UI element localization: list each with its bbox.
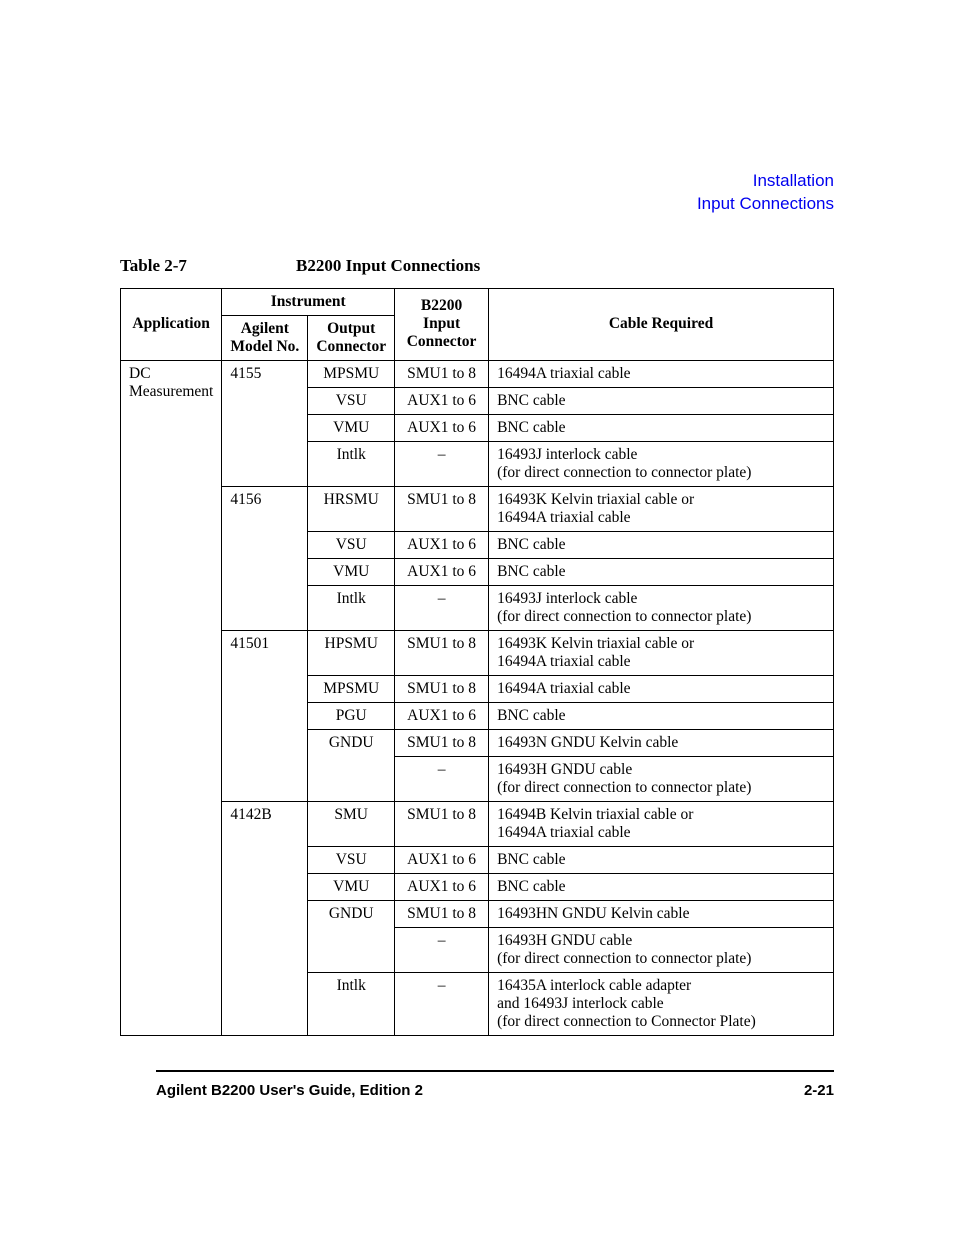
cell-application: DC Measurement xyxy=(121,360,222,1035)
cell-output-connector: SMU xyxy=(308,801,395,846)
th-application: Application xyxy=(121,288,222,360)
table-row: 4142BSMUSMU1 to 816494B Kelvin triaxial … xyxy=(121,801,834,846)
cell-output-connector xyxy=(308,756,395,801)
cell-cable-required: 16494A triaxial cable xyxy=(489,360,834,387)
cell-b2200-input: – xyxy=(395,441,489,486)
th-agilent-model: Agilent Model No. xyxy=(222,315,308,360)
cell-output-connector: VSU xyxy=(308,531,395,558)
cell-cable-required: 16493N GNDU Kelvin cable xyxy=(489,729,834,756)
th-cable-required: Cable Required xyxy=(489,288,834,360)
cell-output-connector: VSU xyxy=(308,846,395,873)
cell-b2200-input: SMU1 to 8 xyxy=(395,630,489,675)
cell-cable-required: 16493K Kelvin triaxial cable or16494A tr… xyxy=(489,630,834,675)
cell-b2200-input: AUX1 to 6 xyxy=(395,702,489,729)
cell-b2200-input: AUX1 to 6 xyxy=(395,414,489,441)
cell-cable-required: BNC cable xyxy=(489,873,834,900)
table-header: Application Instrument B2200 Input Conne… xyxy=(121,288,834,360)
cell-cable-required: 16493J interlock cable(for direct connec… xyxy=(489,441,834,486)
cell-output-connector: Intlk xyxy=(308,972,395,1035)
cell-b2200-input: – xyxy=(395,585,489,630)
cell-cable-required: 16493K Kelvin triaxial cable or16494A tr… xyxy=(489,486,834,531)
cell-cable-required: BNC cable xyxy=(489,531,834,558)
cell-b2200-input: AUX1 to 6 xyxy=(395,558,489,585)
table-row: 4156HRSMUSMU1 to 816493K Kelvin triaxial… xyxy=(121,486,834,531)
cell-cable-required: 16494A triaxial cable xyxy=(489,675,834,702)
table-body: DC Measurement4155MPSMUSMU1 to 816494A t… xyxy=(121,360,834,1035)
page-footer: Agilent B2200 User's Guide, Edition 2 2-… xyxy=(156,1070,834,1099)
cell-output-connector: HRSMU xyxy=(308,486,395,531)
cell-cable-required: 16493HN GNDU Kelvin cable xyxy=(489,900,834,927)
cell-model: 41501 xyxy=(222,630,308,801)
table-caption: Table 2-7 B2200 Input Connections xyxy=(120,256,834,276)
cell-b2200-input: – xyxy=(395,756,489,801)
cell-b2200-input: SMU1 to 8 xyxy=(395,729,489,756)
cell-output-connector: Intlk xyxy=(308,441,395,486)
cell-b2200-input: – xyxy=(395,927,489,972)
cell-b2200-input: – xyxy=(395,972,489,1035)
cell-output-connector: VMU xyxy=(308,873,395,900)
cell-model: 4142B xyxy=(222,801,308,1035)
table-row: 41501HPSMUSMU1 to 816493K Kelvin triaxia… xyxy=(121,630,834,675)
header-link-installation[interactable]: Installation xyxy=(753,171,834,190)
cell-model: 4155 xyxy=(222,360,308,486)
cell-b2200-input: SMU1 to 8 xyxy=(395,801,489,846)
cell-cable-required: BNC cable xyxy=(489,846,834,873)
footer-page-number: 2-21 xyxy=(804,1082,834,1099)
cell-b2200-input: AUX1 to 6 xyxy=(395,531,489,558)
footer-title: Agilent B2200 User's Guide, Edition 2 xyxy=(156,1082,423,1099)
cell-b2200-input: AUX1 to 6 xyxy=(395,387,489,414)
cell-output-connector: MPSMU xyxy=(308,360,395,387)
th-b2200-input: B2200 Input Connector xyxy=(395,288,489,360)
cell-output-connector: PGU xyxy=(308,702,395,729)
table-number: Table 2-7 xyxy=(120,256,296,276)
cell-b2200-input: SMU1 to 8 xyxy=(395,675,489,702)
cell-cable-required: 16494B Kelvin triaxial cable or16494A tr… xyxy=(489,801,834,846)
header-link-input-connections[interactable]: Input Connections xyxy=(697,194,834,213)
cell-output-connector: VMU xyxy=(308,558,395,585)
cell-output-connector: Intlk xyxy=(308,585,395,630)
cell-output-connector: MPSMU xyxy=(308,675,395,702)
cell-cable-required: 16493J interlock cable(for direct connec… xyxy=(489,585,834,630)
cell-cable-required: BNC cable xyxy=(489,702,834,729)
page-header-links: Installation Input Connections xyxy=(120,170,834,216)
cell-output-connector: GNDU xyxy=(308,900,395,927)
cell-model: 4156 xyxy=(222,486,308,630)
cell-b2200-input: AUX1 to 6 xyxy=(395,873,489,900)
input-connections-table: Application Instrument B2200 Input Conne… xyxy=(120,288,834,1036)
table-row: DC Measurement4155MPSMUSMU1 to 816494A t… xyxy=(121,360,834,387)
th-output-connector: Output Connector xyxy=(308,315,395,360)
cell-b2200-input: SMU1 to 8 xyxy=(395,900,489,927)
cell-cable-required: 16493H GNDU cable(for direct connection … xyxy=(489,756,834,801)
cell-output-connector: VSU xyxy=(308,387,395,414)
cell-cable-required: BNC cable xyxy=(489,387,834,414)
cell-cable-required: 16493H GNDU cable(for direct connection … xyxy=(489,927,834,972)
cell-b2200-input: SMU1 to 8 xyxy=(395,360,489,387)
cell-output-connector: GNDU xyxy=(308,729,395,756)
cell-output-connector: HPSMU xyxy=(308,630,395,675)
cell-b2200-input: AUX1 to 6 xyxy=(395,846,489,873)
cell-output-connector xyxy=(308,927,395,972)
th-instrument: Instrument xyxy=(222,288,395,315)
cell-b2200-input: SMU1 to 8 xyxy=(395,486,489,531)
cell-output-connector: VMU xyxy=(308,414,395,441)
table-title: B2200 Input Connections xyxy=(296,256,480,276)
cell-cable-required: 16435A interlock cable adapterand 16493J… xyxy=(489,972,834,1035)
cell-cable-required: BNC cable xyxy=(489,558,834,585)
cell-cable-required: BNC cable xyxy=(489,414,834,441)
